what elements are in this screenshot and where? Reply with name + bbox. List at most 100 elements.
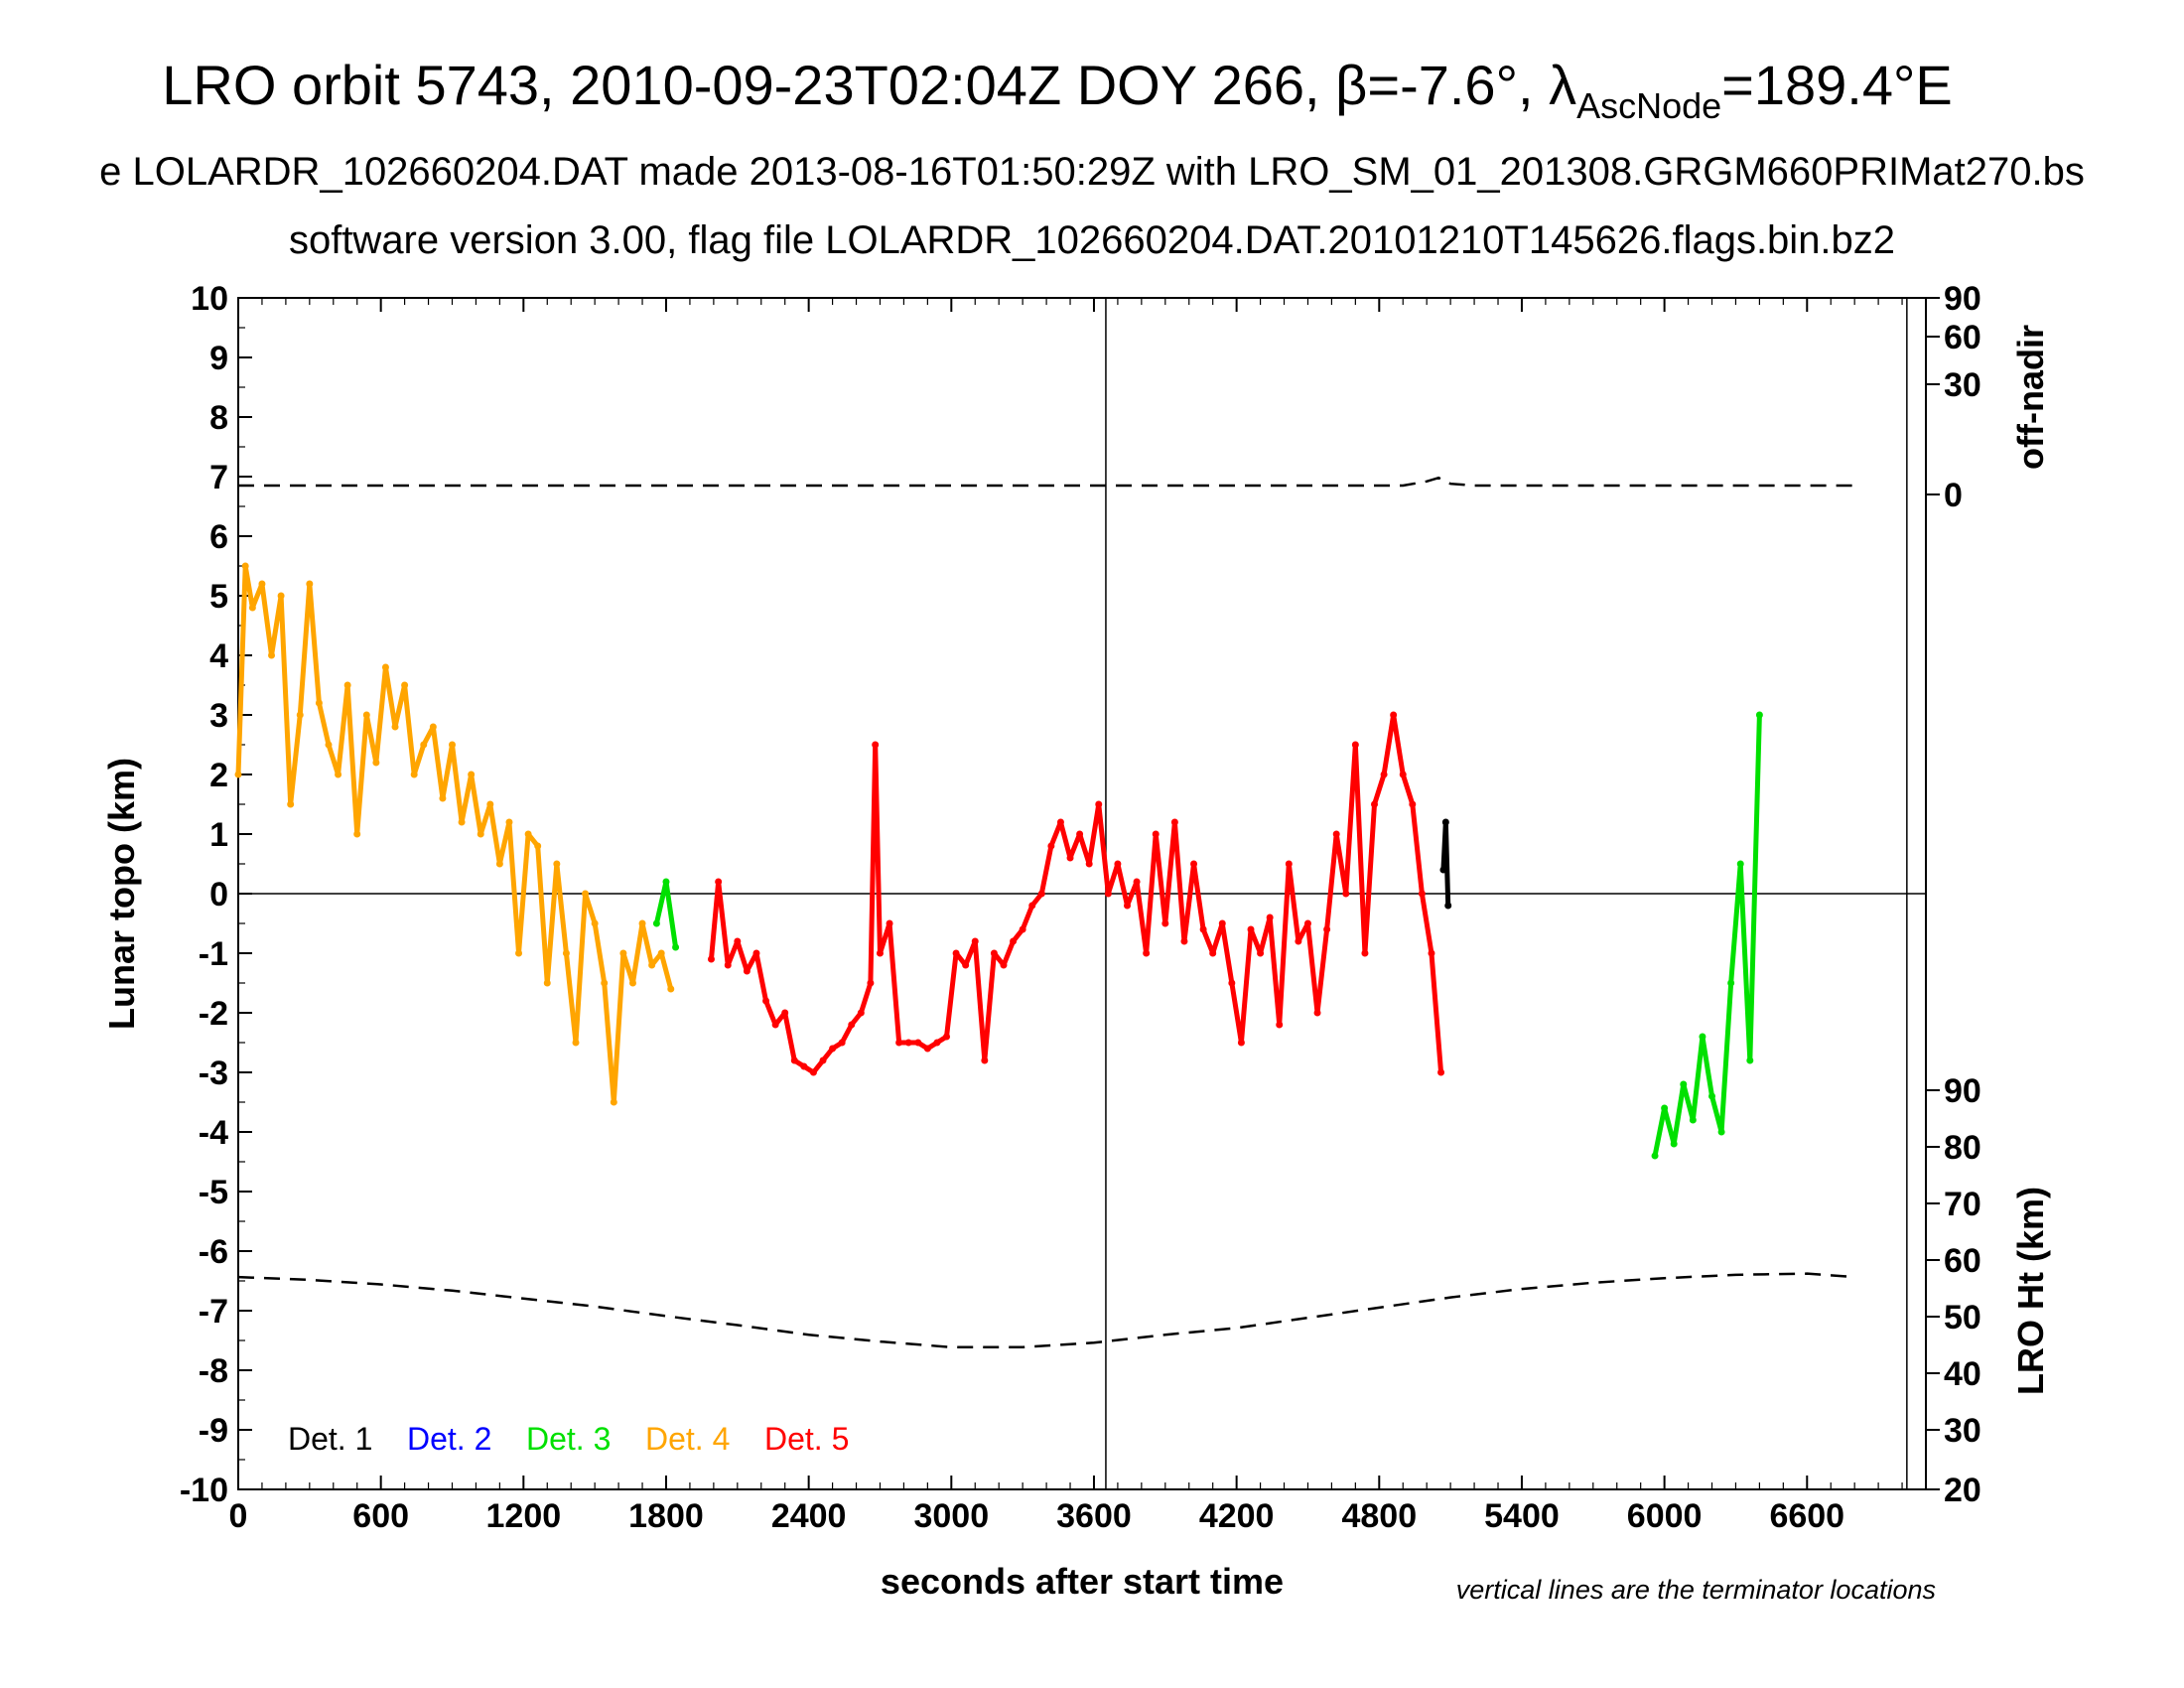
data-point: [1000, 961, 1008, 969]
data-point: [743, 967, 751, 975]
data-point: [610, 1098, 617, 1106]
data-point: [1276, 1021, 1284, 1029]
terminator-footnote: vertical lines are the terminator locati…: [1456, 1575, 1936, 1605]
data-point: [1237, 1039, 1245, 1047]
data-point: [672, 943, 680, 951]
legend-entry: Det. 1: [288, 1421, 372, 1457]
data-point: [1037, 890, 1045, 898]
y-tick-label: 2: [209, 757, 228, 794]
data-point: [933, 1039, 941, 1047]
data-point: [1717, 1128, 1725, 1136]
data-point: [1313, 1009, 1321, 1017]
y-tick-label: 4: [209, 637, 228, 675]
data-point: [790, 1056, 798, 1064]
height-tick-label: 30: [1944, 1412, 1981, 1450]
y2-top-label: off-nadir: [2010, 325, 2051, 470]
data-point: [486, 800, 494, 808]
legend: Det. 1 Det. 2 Det. 3 Det. 4 Det. 5: [288, 1421, 849, 1457]
data-point: [1361, 949, 1369, 957]
series-det-4: [234, 562, 675, 1106]
data-point: [809, 1068, 817, 1076]
data-point: [1670, 1140, 1678, 1148]
data-point: [1285, 860, 1293, 868]
data-point: [707, 955, 715, 963]
x-tick-label: 6600: [1769, 1497, 1844, 1535]
data-point: [1680, 1080, 1688, 1088]
data-point: [524, 830, 532, 838]
data-point: [1104, 890, 1112, 898]
data-point: [838, 1039, 846, 1047]
data-point: [981, 1056, 989, 1064]
legend-entry: Det. 3: [526, 1421, 611, 1457]
data-point: [410, 771, 418, 778]
height-tick-label: 20: [1944, 1472, 1981, 1509]
data-point: [1218, 919, 1226, 927]
legend-entry: Det. 4: [645, 1421, 730, 1457]
data-point: [619, 949, 627, 957]
data-point: [1123, 902, 1131, 910]
data-point: [505, 818, 513, 826]
data-point: [401, 681, 409, 689]
x-tick-label: 4800: [1341, 1497, 1417, 1535]
data-point: [572, 1039, 580, 1047]
data-point: [1746, 1056, 1754, 1064]
data-point: [1332, 830, 1340, 838]
data-point: [543, 979, 551, 987]
data-point: [381, 663, 389, 671]
y-tick-label: -2: [199, 995, 228, 1033]
x-tick-label: 3600: [1056, 1497, 1132, 1535]
y-tick-label: -8: [199, 1352, 228, 1390]
series-det-3: [652, 711, 1763, 1160]
data-point: [1076, 830, 1084, 838]
data-point: [287, 800, 295, 808]
data-point: [662, 878, 670, 886]
data-point: [724, 961, 732, 969]
data-point: [990, 949, 998, 957]
data-point: [1209, 949, 1217, 957]
data-point: [1699, 1033, 1706, 1041]
zero-and-terminator-lines: [238, 298, 1926, 1489]
data-point: [306, 580, 314, 588]
data-point: [1323, 925, 1331, 933]
y-tick-label: 3: [209, 697, 228, 735]
height-tick-label: 50: [1944, 1299, 1981, 1336]
data-point: [734, 937, 742, 945]
height-tick-label: 60: [1944, 1242, 1981, 1280]
height-tick-label: 80: [1944, 1129, 1981, 1167]
data-point: [241, 562, 249, 570]
data-point: [1161, 919, 1169, 927]
data-point: [1439, 866, 1447, 874]
data-point: [420, 741, 428, 749]
y2-bottom-label: LRO Ht (km): [2010, 1187, 2051, 1395]
data-point: [1010, 937, 1018, 945]
data-point: [325, 741, 333, 749]
series-line: [1652, 712, 1762, 1159]
data-point: [234, 771, 242, 778]
data-point: [429, 723, 437, 731]
data-point: [819, 1056, 827, 1064]
x-tick-label: 1200: [486, 1497, 562, 1535]
data-point: [1380, 771, 1388, 778]
data-point: [1170, 818, 1178, 826]
y-tick-label: -10: [180, 1472, 228, 1509]
data-point: [1228, 979, 1236, 987]
legend-entry: Det. 5: [764, 1421, 849, 1457]
data-point: [1651, 1152, 1659, 1160]
data-point: [268, 651, 276, 659]
data-point: [258, 580, 266, 588]
offnadir-tick-label: 90: [1944, 280, 1981, 318]
x-tick-label: 0: [229, 1497, 248, 1535]
data-point: [1727, 979, 1735, 987]
data-point: [343, 681, 351, 689]
detector-series: [234, 562, 1763, 1160]
offnadir-tick-label: 0: [1944, 477, 1963, 514]
data-point: [1390, 711, 1398, 719]
y-tick-label: -5: [199, 1174, 228, 1211]
data-point: [1066, 854, 1074, 862]
data-point: [391, 723, 399, 731]
x-tick-label: 1800: [628, 1497, 704, 1535]
y-axis-label: Lunar topo (km): [101, 758, 142, 1030]
data-point: [1247, 925, 1255, 933]
chart-subtitle-1: e LOLARDR_102660204.DAT made 2013-08-16T…: [99, 150, 2085, 194]
y-tick-label: -7: [199, 1293, 228, 1331]
